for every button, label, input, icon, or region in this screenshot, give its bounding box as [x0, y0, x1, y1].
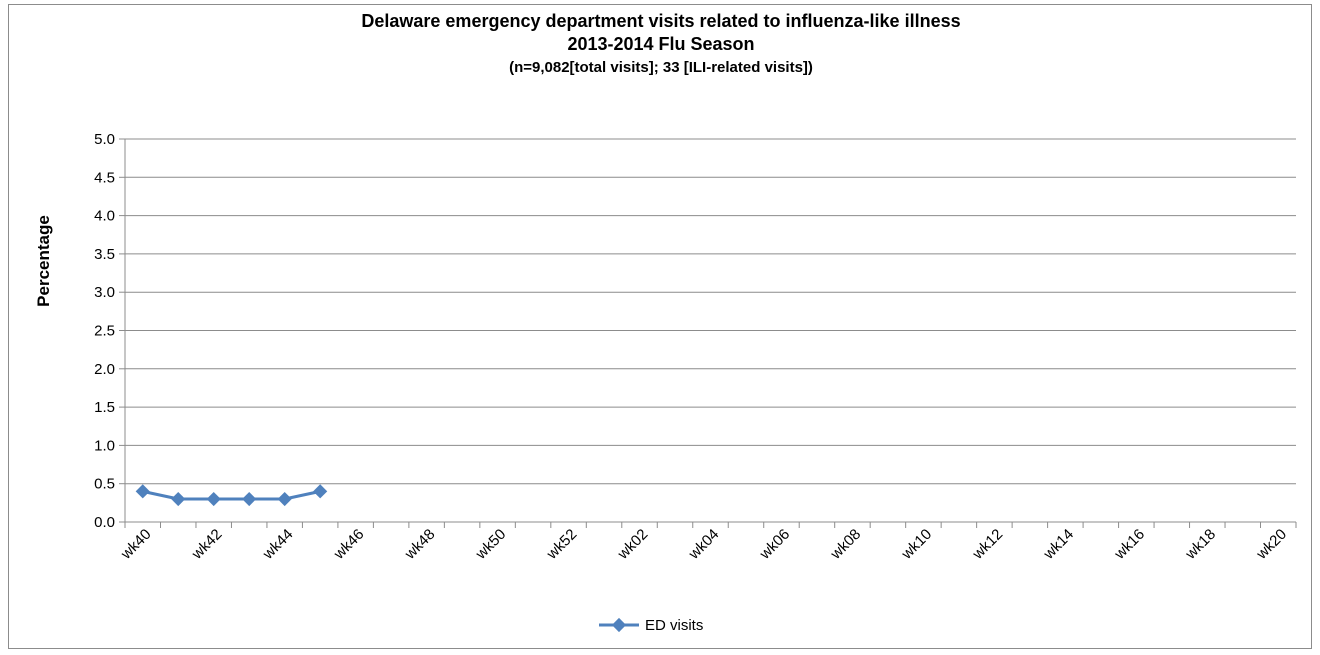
series-line-0	[142, 489, 321, 501]
x-tick-label: wk42	[188, 526, 225, 563]
x-tick-label: wk08	[827, 526, 864, 563]
chart-frame: Delaware emergency department visits rel…	[8, 4, 1312, 649]
y-tick-label: 0.5	[94, 476, 115, 493]
x-tick-label: wk04	[685, 526, 722, 563]
x-tick-label: wk46	[330, 526, 367, 563]
data-point	[135, 484, 150, 499]
y-tick-label: 2.0	[94, 361, 115, 378]
x-tick-label: wk02	[614, 526, 651, 563]
data-point	[277, 491, 292, 507]
x-tick-label: wk14	[1040, 526, 1077, 563]
chart-note: (n=9,082[total visits]; 33 [ILI-related …	[509, 59, 813, 76]
y-tick-label: 4.0	[94, 208, 115, 225]
x-tick-label: wk44	[259, 526, 296, 563]
x-tick-labels: wk40 wk42 wk44 wk46 wk48 wk50 wk52 wk02 wk04 wk06…	[117, 526, 1290, 563]
legend-marker-ed-visits	[611, 617, 627, 633]
y-tick-label: 3.0	[94, 284, 115, 301]
chart-title: Delaware emergency department visits rel…	[361, 11, 960, 31]
x-tick-label: wk50	[472, 526, 509, 563]
y-tick-label: 3.5	[94, 246, 115, 263]
data-point	[171, 491, 186, 507]
legend: ED visits	[599, 617, 703, 634]
y-tick-label: 5.0	[94, 131, 115, 148]
x-tick-label: wk10	[898, 526, 935, 563]
x-tick-label: wk12	[969, 526, 1006, 563]
x-tick-label: wk16	[1111, 526, 1148, 563]
data-point	[206, 491, 221, 507]
y-tick-label: 2.5	[94, 323, 115, 340]
gridlines	[119, 138, 1297, 528]
chart-subtitle: 2013-2014 Flu Season	[567, 34, 754, 54]
y-tick-label: 0.0	[94, 514, 115, 531]
data-point	[242, 491, 257, 507]
y-tick-label: 1.0	[94, 437, 115, 454]
x-tick-label: wk40	[117, 526, 154, 563]
line-chart: Delaware emergency department visits rel…	[34, 11, 1297, 634]
x-tick-label: wk06	[756, 526, 793, 563]
x-tick-label: wk20	[1253, 526, 1290, 563]
y-tick-label: 4.5	[94, 169, 115, 186]
y-axis-title: Percentage	[34, 215, 53, 307]
x-tick-label: wk18	[1182, 526, 1219, 563]
legend-label-ed-visits: ED visits	[645, 617, 703, 634]
data-point	[313, 484, 328, 499]
y-tick-labels: 0.0 0.5 1.0 1.5 2.0 2.5 3.0 3.5 4.0 4.5 5.0	[94, 131, 115, 531]
x-tick-label: wk48	[401, 526, 438, 563]
x-tick-label: wk52	[543, 526, 580, 563]
y-tick-label: 1.5	[94, 399, 115, 416]
series-layer	[135, 484, 328, 507]
